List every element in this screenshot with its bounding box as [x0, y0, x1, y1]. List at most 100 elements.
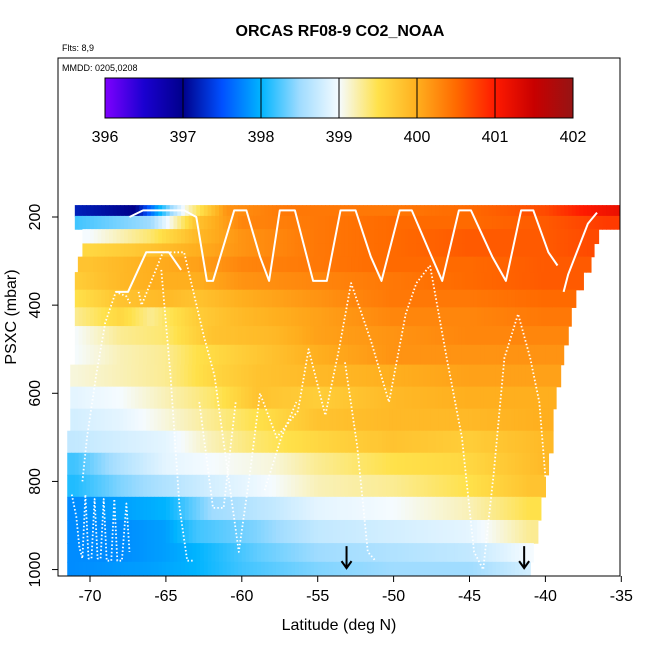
heatmap-cell	[378, 561, 383, 576]
heatmap-cell	[477, 452, 482, 476]
heatmap-cell	[439, 344, 444, 366]
heatmap-cell	[359, 243, 364, 258]
heatmap-cell	[116, 205, 121, 217]
flight-track	[115, 251, 182, 293]
heatmap-cell	[139, 496, 144, 521]
heatmap-cell	[465, 272, 471, 291]
heatmap-cell	[230, 543, 235, 563]
heatmap-cell	[234, 519, 239, 544]
heatmap-cell	[530, 326, 535, 346]
heatmap-cell	[435, 205, 440, 217]
heatmap-cell	[177, 307, 182, 327]
heatmap-cell	[408, 326, 414, 346]
heatmap-cell	[363, 289, 368, 308]
heatmap-cell	[518, 452, 524, 476]
heatmap-cell	[211, 430, 216, 454]
heatmap-cell	[363, 543, 368, 563]
heatmap-cell	[435, 272, 440, 291]
heatmap-cell	[321, 243, 326, 258]
heatmap-cell	[173, 474, 178, 498]
heatmap-cell	[427, 229, 433, 245]
heatmap-cell	[211, 307, 216, 327]
heatmap-cell	[249, 326, 254, 346]
heatmap-cell	[473, 430, 478, 454]
heatmap-cell	[541, 452, 546, 476]
heatmap-cell	[74, 364, 79, 388]
heatmap-cell	[215, 326, 220, 346]
heatmap-cell	[340, 561, 345, 576]
heatmap-cell	[165, 243, 171, 258]
heatmap-cell	[442, 326, 448, 346]
heatmap-cell	[378, 519, 383, 544]
heatmap-cell	[154, 272, 159, 291]
heatmap-cell	[344, 496, 349, 521]
heatmap-cell	[120, 496, 125, 521]
heatmap-cell	[575, 215, 581, 230]
heatmap-cell	[249, 474, 254, 498]
heatmap-cell	[492, 326, 497, 346]
heatmap-cell	[469, 289, 474, 308]
heatmap-cell	[496, 205, 501, 217]
heatmap-cell	[298, 205, 304, 217]
heatmap-cell	[454, 229, 459, 245]
heatmap-cell	[453, 408, 458, 432]
heatmap-cell	[195, 408, 200, 432]
heatmap-cell	[590, 243, 595, 258]
heatmap-cell	[329, 519, 334, 544]
heatmap-cell	[283, 307, 288, 327]
heatmap-cell	[544, 364, 550, 388]
heatmap-cell	[374, 215, 380, 230]
heatmap-cell	[275, 326, 281, 346]
heatmap-cell	[461, 452, 467, 476]
heatmap-cell	[260, 344, 266, 366]
heatmap-cell	[435, 561, 440, 576]
heatmap-cell	[363, 326, 368, 346]
heatmap-cell	[130, 256, 136, 273]
heatmap-cell	[488, 205, 493, 217]
heatmap-cell	[412, 215, 417, 230]
heatmap-cell	[487, 386, 493, 410]
heatmap-cell	[477, 229, 482, 245]
heatmap-cell	[412, 289, 417, 308]
heatmap-cell	[534, 474, 539, 498]
heatmap-cell	[587, 229, 592, 245]
heatmap-cell	[525, 408, 531, 432]
heatmap-cell	[332, 452, 338, 476]
heatmap-cell	[264, 289, 269, 308]
heatmap-cell	[515, 289, 520, 308]
heatmap-cell	[510, 364, 515, 388]
heatmap-cell	[491, 408, 496, 432]
heatmap-cell	[173, 496, 178, 521]
heatmap-cell	[200, 215, 205, 230]
heatmap-cell	[245, 289, 250, 308]
heatmap-cell	[124, 326, 129, 346]
heatmap-cell	[291, 229, 296, 245]
heatmap-cell	[165, 307, 171, 327]
heatmap-cell	[431, 289, 436, 308]
heatmap-cell	[348, 430, 353, 454]
heatmap-cell	[153, 256, 159, 273]
heatmap-cell	[427, 344, 433, 366]
heatmap-cell	[348, 474, 353, 498]
heatmap-cell	[439, 205, 444, 217]
heatmap-cell	[442, 430, 448, 454]
heatmap-cell	[196, 344, 201, 366]
heatmap-cell	[131, 543, 137, 563]
heatmap-cell	[256, 326, 262, 346]
heatmap-cell	[149, 386, 155, 410]
heatmap-cell	[450, 272, 455, 291]
heatmap-cell	[503, 243, 509, 258]
heatmap-cell	[454, 474, 459, 498]
heatmap-cell	[181, 474, 186, 498]
heatmap-cell	[146, 519, 152, 544]
heatmap-cell	[200, 519, 205, 544]
heatmap-cell	[537, 452, 543, 476]
heatmap-cell	[465, 496, 471, 521]
heatmap-cell	[389, 243, 395, 258]
heatmap-cell	[389, 386, 394, 410]
heatmap-cell	[82, 543, 87, 563]
heatmap-cell	[302, 272, 307, 291]
heatmap-cell	[382, 205, 387, 217]
heatmap-cell	[81, 256, 87, 273]
heatmap-cell	[575, 229, 581, 245]
